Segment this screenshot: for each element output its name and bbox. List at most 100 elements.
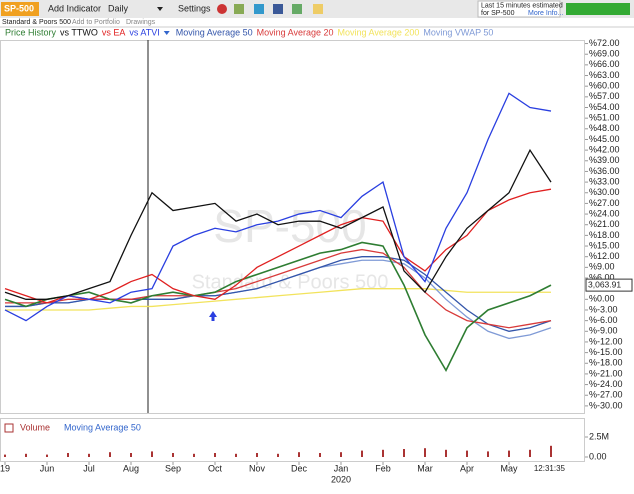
x-tick-label: Dec xyxy=(291,463,308,473)
more-info[interactable]: More Info... xyxy=(528,10,563,17)
y-tick-label: %15.00 xyxy=(589,240,620,250)
volume-bar xyxy=(487,451,489,457)
y-tick-label: %72.00 xyxy=(589,38,620,48)
volume-bar xyxy=(550,445,552,457)
volume-bar xyxy=(508,450,510,457)
y-tick-label: %36.00 xyxy=(589,166,620,176)
y-tick-label: %54.00 xyxy=(589,102,620,112)
volume-bar xyxy=(403,449,405,457)
y-tick-label: %-6.00 xyxy=(589,315,618,325)
x-tick-label: Jan xyxy=(334,463,349,473)
volume-bar xyxy=(25,453,27,457)
y-tick-label: 0.00 xyxy=(589,451,607,461)
x-tick-label: May xyxy=(500,463,518,473)
y-tick-label: %57.00 xyxy=(589,91,620,101)
volume-bar xyxy=(361,450,363,457)
y-tick-label: %48.00 xyxy=(589,123,620,133)
volume-bar xyxy=(424,448,426,457)
dropdown-icon xyxy=(163,31,170,35)
legend-entry: Price History xyxy=(5,27,57,37)
y-tick-label: %-30.00 xyxy=(589,400,623,410)
volume-bar xyxy=(235,453,237,457)
volume-bar xyxy=(67,453,69,457)
y-tick-label: %42.00 xyxy=(589,144,620,154)
y-tick-label: %-9.00 xyxy=(589,326,618,336)
legend-entry: vs ATVI xyxy=(129,27,159,37)
x-tick-label: Jul xyxy=(83,463,95,473)
volume-bar xyxy=(193,453,195,457)
volume-bar xyxy=(319,453,321,457)
checkbox xyxy=(4,423,14,433)
time-label: 12:31:35 xyxy=(534,464,566,473)
volume-bar xyxy=(340,452,342,457)
y-tick-label: %12.00 xyxy=(589,251,620,261)
y-tick-label: %6.00 xyxy=(589,272,615,282)
add-indicator[interactable]: Add Indicator xyxy=(48,3,101,13)
y-tick-label: %51.00 xyxy=(589,113,620,123)
x-tick-label: Mar xyxy=(417,463,433,473)
symbol-box[interactable] xyxy=(1,2,39,16)
icon[interactable] xyxy=(313,4,323,14)
event-arrow xyxy=(209,311,217,321)
volume-bar xyxy=(382,449,384,457)
interval[interactable]: Daily xyxy=(108,3,129,13)
series-line xyxy=(4,241,552,373)
series-line xyxy=(4,188,552,304)
y-tick-label: %9.00 xyxy=(589,262,615,272)
x-tick-label: Feb xyxy=(375,463,391,473)
y-tick-label: %-12.00 xyxy=(589,336,623,346)
y-tick-label: %-18.00 xyxy=(589,358,623,368)
series-line xyxy=(5,248,552,329)
volume-bar xyxy=(277,453,279,457)
y-tick-label: %66.00 xyxy=(589,59,620,69)
price-label-box xyxy=(585,278,633,292)
legend-entry: Moving Average 200 xyxy=(337,27,419,37)
y-tick-label: %63.00 xyxy=(589,70,620,80)
legend-entry: vs EA xyxy=(102,27,126,37)
y-tick-label: %30.00 xyxy=(589,187,620,197)
volume-bar xyxy=(529,449,531,457)
price-label: 3,063.91 xyxy=(588,279,621,289)
volume-legend: Moving Average 50 xyxy=(64,422,141,432)
x-tick-label: Oct xyxy=(208,463,223,473)
volume-bar xyxy=(4,454,6,457)
add-portfolio[interactable]: Add to Portfolio xyxy=(72,19,120,26)
watermark: Standard & Poors 500 xyxy=(192,271,389,293)
volume-bar xyxy=(445,449,447,457)
y-tick-label: %-15.00 xyxy=(589,347,623,357)
series-line xyxy=(4,92,552,322)
volume-bar xyxy=(109,452,111,457)
notice: for SP-500 xyxy=(481,10,515,17)
dropdown-icon[interactable] xyxy=(157,7,163,11)
y-tick-label: 2.5M xyxy=(589,431,609,441)
x-tick-label: 19 xyxy=(0,463,10,473)
x-year-label: 2020 xyxy=(331,474,351,484)
volume-bar xyxy=(256,453,258,457)
y-tick-label: %0.00 xyxy=(589,294,615,304)
volume-legend: Volume xyxy=(20,422,50,432)
symbol-name: Standard & Poors 500 xyxy=(2,19,71,26)
y-tick-label: %21.00 xyxy=(589,219,620,229)
y-tick-label: %-21.00 xyxy=(589,368,623,378)
volume-bar xyxy=(172,453,174,457)
y-tick-label: %45.00 xyxy=(589,134,620,144)
icon[interactable] xyxy=(234,4,244,14)
legend-entry: Moving VWAP 50 xyxy=(423,27,493,37)
series-line xyxy=(4,148,552,300)
watermark: SP-500 xyxy=(213,200,366,252)
drawings[interactable]: Drawings xyxy=(126,19,156,26)
volume-bar xyxy=(466,450,468,457)
y-tick-label: %27.00 xyxy=(589,198,620,208)
volume-bar xyxy=(88,453,90,457)
icon[interactable] xyxy=(254,4,264,14)
icon[interactable] xyxy=(217,4,227,14)
icon[interactable] xyxy=(273,4,283,14)
volume-bar xyxy=(298,452,300,457)
x-tick-label: Jun xyxy=(40,463,55,473)
y-tick-label: %-3.00 xyxy=(589,304,618,314)
settings[interactable]: Settings xyxy=(178,3,211,13)
icon[interactable] xyxy=(292,4,302,14)
symbol[interactable]: SP-500 xyxy=(4,3,34,13)
